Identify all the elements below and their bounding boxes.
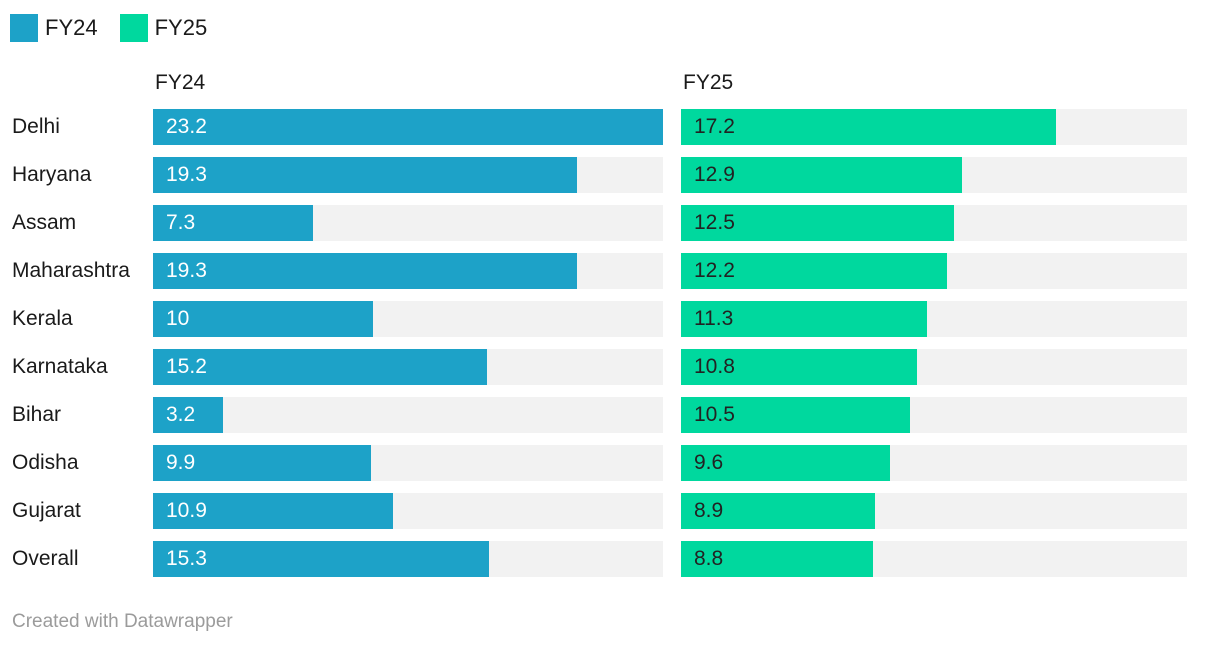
bar: 19.3 <box>153 253 578 289</box>
bar-track: 19.3 <box>153 253 663 289</box>
bar-value-label: 10 <box>166 307 190 330</box>
bar-track: 9.9 <box>153 445 663 481</box>
bar: 12.2 <box>681 253 948 289</box>
bar-value-label: 19.3 <box>166 259 207 282</box>
row-label: Maharashtra <box>12 259 130 282</box>
bar-track: 10.5 <box>681 397 1187 433</box>
bar-track: 17.2 <box>681 109 1187 145</box>
legend-label-fy25: FY25 <box>154 15 208 40</box>
row-label: Gujarat <box>12 499 81 522</box>
legend-item-fy24: FY24 <box>10 14 98 42</box>
datawrapper-credit[interactable]: Created with Datawrapper <box>12 611 233 632</box>
bar-value-label: 3.2 <box>166 403 196 426</box>
bar: 12.5 <box>681 205 954 241</box>
row-label: Kerala <box>12 307 73 330</box>
bar-track: 15.2 <box>153 349 663 385</box>
column-header-fy25: FY25 <box>683 71 734 94</box>
chart-row: Kerala 10 11.3 <box>0 301 1220 337</box>
bar-value-label: 11.3 <box>694 307 734 330</box>
bar: 10.9 <box>153 493 393 529</box>
bar-value-label: 23.2 <box>166 115 207 138</box>
legend-swatch-fy25 <box>119 14 148 42</box>
legend-swatch-fy24 <box>10 14 38 42</box>
row-label: Overall <box>12 547 79 570</box>
bar-value-label: 8.8 <box>694 547 724 570</box>
bar: 15.2 <box>153 349 488 385</box>
chart-row: Bihar 3.2 10.5 <box>0 397 1220 433</box>
bar-track: 11.3 <box>681 301 1187 337</box>
bar-value-label: 7.3 <box>166 211 196 234</box>
bar-track: 10 <box>153 301 663 337</box>
bar-track: 15.3 <box>153 541 663 577</box>
bar: 10.8 <box>681 349 917 385</box>
row-label: Bihar <box>12 403 62 426</box>
bar-track: 10.8 <box>681 349 1187 385</box>
bar: 9.6 <box>681 445 891 481</box>
bar-value-label: 17.2 <box>694 115 735 138</box>
bar-track: 19.3 <box>153 157 663 193</box>
bar-track: 12.5 <box>681 205 1187 241</box>
bar-track: 23.2 <box>153 109 663 145</box>
bar-track: 9.6 <box>681 445 1187 481</box>
bar-track: 8.9 <box>681 493 1187 529</box>
row-label: Haryana <box>12 163 92 186</box>
legend-item-fy25: FY25 <box>119 14 208 42</box>
bar-value-label: 15.2 <box>166 355 207 378</box>
bar: 12.9 <box>681 157 963 193</box>
row-label: Odisha <box>12 451 79 474</box>
row-label: Karnataka <box>12 355 108 378</box>
bar-value-label: 12.9 <box>694 163 735 186</box>
legend: FY24 FY25 <box>0 0 1220 42</box>
bar: 8.8 <box>681 541 873 577</box>
bar-track: 12.2 <box>681 253 1187 289</box>
bar-value-label: 19.3 <box>166 163 207 186</box>
bar: 10.5 <box>681 397 910 433</box>
bar: 3.2 <box>153 397 224 433</box>
chart-row: Gujarat 10.9 8.9 <box>0 493 1220 529</box>
row-label: Delhi <box>12 115 60 138</box>
column-header-fy24: FY24 <box>155 71 206 94</box>
bar: 7.3 <box>153 205 314 241</box>
bar: 15.3 <box>153 541 490 577</box>
bar: 19.3 <box>153 157 578 193</box>
bar-value-label: 8.9 <box>694 499 724 522</box>
chart-rows: Delhi 23.2 17.2 Haryana 19.3 12.9 Assam <box>0 109 1220 577</box>
chart-row: Karnataka 15.2 10.8 <box>0 349 1220 385</box>
chart-row: Assam 7.3 12.5 <box>0 205 1220 241</box>
bar-track: 3.2 <box>153 397 663 433</box>
bar: 8.9 <box>681 493 876 529</box>
chart-row: Haryana 19.3 12.9 <box>0 157 1220 193</box>
bar-track: 12.9 <box>681 157 1187 193</box>
bar-value-label: 15.3 <box>166 547 207 570</box>
chart-row: Maharashtra 19.3 12.2 <box>0 253 1220 289</box>
bar-track: 7.3 <box>153 205 663 241</box>
bar-value-label: 12.2 <box>694 259 735 282</box>
bar-value-label: 9.6 <box>694 451 724 474</box>
bar: 23.2 <box>153 109 663 145</box>
bar: 9.9 <box>153 445 371 481</box>
chart-row: Overall 15.3 8.8 <box>0 541 1220 577</box>
bar-value-label: 10.8 <box>694 355 735 378</box>
bar-value-label: 9.9 <box>166 451 196 474</box>
bar: 17.2 <box>681 109 1057 145</box>
column-headers: FY24 FY25 <box>0 71 1220 95</box>
chart-row: Delhi 23.2 17.2 <box>0 109 1220 145</box>
bar-value-label: 12.5 <box>694 211 735 234</box>
bar-value-label: 10.5 <box>694 403 735 426</box>
bar: 10 <box>153 301 373 337</box>
bar-track: 10.9 <box>153 493 663 529</box>
bar-value-label: 10.9 <box>166 499 207 522</box>
row-label: Assam <box>12 211 77 234</box>
bar-track: 8.8 <box>681 541 1187 577</box>
legend-label-fy24: FY24 <box>45 15 98 40</box>
chart-row: Odisha 9.9 9.6 <box>0 445 1220 481</box>
bar: 11.3 <box>681 301 928 337</box>
